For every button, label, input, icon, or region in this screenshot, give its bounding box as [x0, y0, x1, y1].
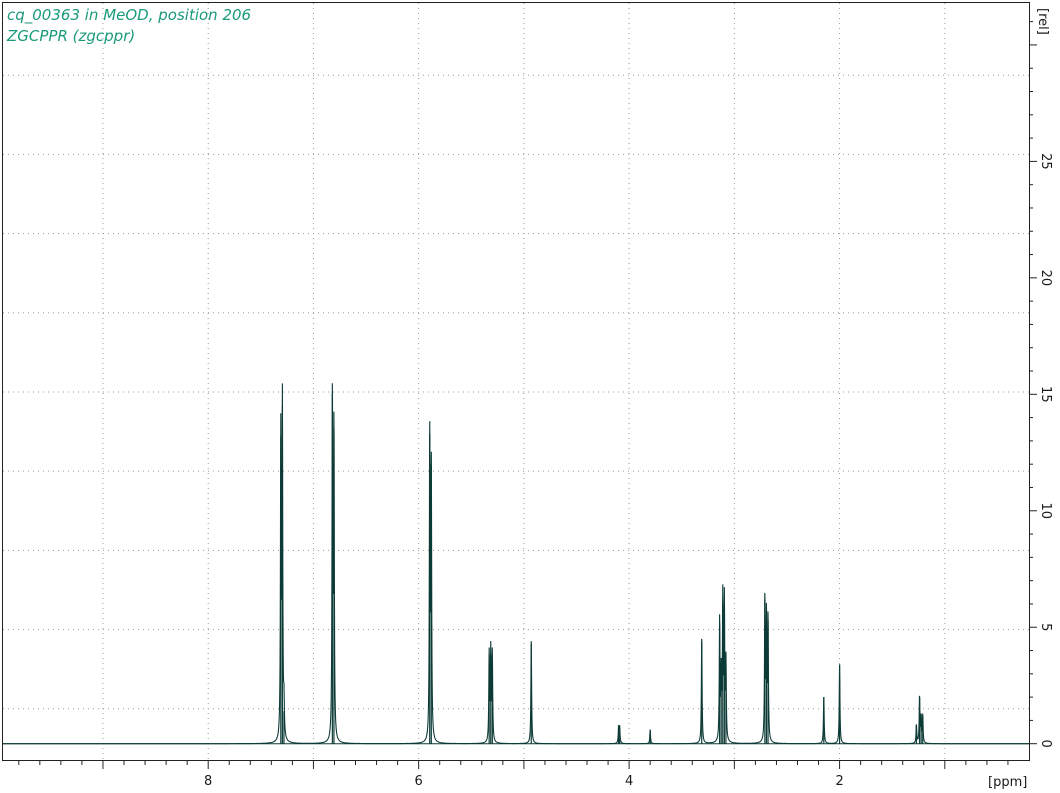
plot-frame	[2, 2, 1030, 761]
spectrum-title: cq_00363 in MeOD, position 206	[7, 6, 252, 24]
x-tick-label: 2	[835, 774, 843, 789]
peak-markers	[280, 394, 924, 744]
y-axis: 0 5 10 15 20 25	[1029, 21, 1053, 748]
x-tick-label: 4	[625, 774, 633, 789]
y-tick-label: 15	[1038, 386, 1053, 403]
y-tick-label: 0	[1038, 740, 1053, 748]
x-axis: 8 6 4 2	[18, 760, 1009, 789]
y-tick-label: 5	[1038, 623, 1053, 631]
x-tick-label: 8	[204, 774, 212, 789]
pulse-program-label: ZGCPPR (zgcppr)	[7, 27, 136, 45]
x-tick-label: 6	[415, 774, 423, 789]
y-tick-label: 20	[1038, 270, 1053, 287]
grid-lines	[3, 3, 1029, 760]
y-tick-label: 25	[1038, 153, 1053, 170]
x-axis-label: [ppm]	[988, 775, 1027, 790]
y-tick-label: 10	[1038, 502, 1053, 519]
y-axis-label: [rel]	[1035, 8, 1050, 35]
spectrum-trace	[3, 383, 1029, 745]
